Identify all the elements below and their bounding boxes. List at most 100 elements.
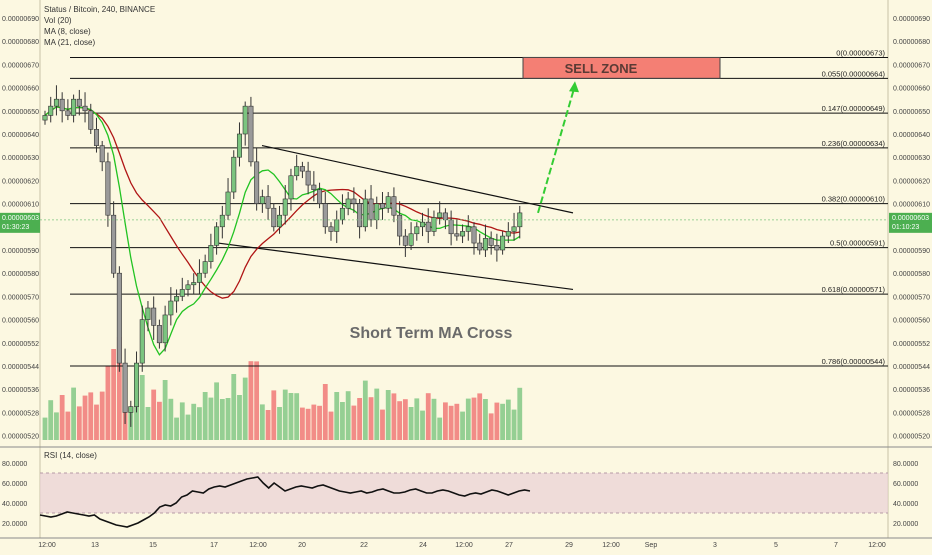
candle-body (105, 161, 111, 216)
volume-bar (391, 393, 397, 440)
candle-body (299, 166, 305, 172)
volume-bar (88, 392, 94, 440)
volume-bar (191, 403, 197, 440)
volume-bar (402, 399, 408, 440)
volume-bar (374, 388, 380, 440)
candle-body (82, 105, 88, 112)
rsi-tick-right: 40.0000 (893, 501, 918, 508)
candle-body (71, 98, 77, 116)
rsi-tick-left: 20.0000 (2, 521, 27, 528)
volume-bar (414, 398, 420, 440)
volume-bar (225, 398, 231, 440)
volume-bar (42, 417, 48, 440)
sell-zone-box (522, 56, 721, 79)
candle-body (288, 175, 294, 200)
candle-body (196, 272, 202, 283)
rsi-tick-right: 20.0000 (893, 521, 918, 528)
price-tick-right: 0.00000528 (893, 410, 930, 417)
volume-bar (116, 337, 122, 440)
candle-body (242, 105, 248, 135)
candle-body (151, 307, 157, 326)
volume-bar (425, 393, 431, 440)
candle-body (317, 189, 323, 204)
volume-bar (179, 402, 185, 440)
candle-body (437, 212, 443, 218)
price-tick-right: 0.00000544 (893, 364, 930, 371)
candle-body (351, 198, 357, 204)
target-arrow-head (569, 81, 579, 93)
price-tick-left: 0.00000660 (2, 86, 39, 93)
candle-body (425, 221, 431, 232)
candle-body (374, 203, 380, 221)
candle-body (471, 226, 477, 244)
rsi-tick-left: 80.0000 (2, 461, 27, 468)
volume-bar (59, 395, 65, 440)
candle-body (162, 314, 168, 344)
symbol-line: Status / Bitcoin, 240, BINANCE (44, 5, 156, 14)
price-tick-left: 0.00000690 (2, 16, 39, 23)
volume-bar (357, 398, 362, 440)
indicator-ma-fast: MA (8, close) (44, 27, 91, 36)
time-tick: 29 (565, 542, 573, 549)
candle-body (179, 289, 185, 297)
candle-body (59, 98, 65, 112)
time-tick: Sep (645, 542, 658, 549)
time-tick: 12:00 (602, 542, 620, 549)
candle-body (414, 226, 420, 235)
volume-bar (454, 403, 460, 440)
volume-bar (237, 395, 242, 440)
candle-body (465, 226, 471, 232)
volume-bar (139, 375, 145, 440)
time-tick: 20 (298, 542, 306, 549)
candle-body (174, 296, 180, 302)
candle-body (505, 231, 511, 237)
candle-body (379, 203, 385, 209)
candle-body (362, 198, 368, 228)
candle-body (214, 226, 220, 246)
chart-legend: Status / Bitcoin, 240, BINANCE Vol (20) … (44, 4, 155, 48)
rsi-tick-left: 60.0000 (2, 481, 27, 488)
price-tick-right: 0.00000590 (893, 248, 930, 255)
rsi-line (39, 476, 531, 528)
price-tick-left: 0.00000650 (2, 109, 39, 116)
volume-bar (54, 412, 59, 440)
price-tick-right: 0.00000552 (893, 341, 930, 348)
volume-bar (185, 414, 191, 440)
rsi-band (40, 473, 888, 513)
time-tick: 12:00 (38, 542, 56, 549)
ma-slow-line (44, 106, 520, 299)
candle-body (482, 238, 488, 251)
time-tick: 15 (149, 542, 157, 549)
volume-bar (105, 366, 111, 440)
volume-bar (71, 387, 76, 440)
price-tick-right: 0.00000620 (893, 178, 930, 185)
candle-body (111, 214, 117, 274)
candle-body (259, 196, 265, 204)
candle-body (271, 207, 277, 228)
price-tick-left: 0.00000536 (2, 387, 39, 394)
price-tick-right: 0.00000680 (893, 39, 930, 46)
volume-bar (162, 380, 168, 440)
price-tick-right: 0.00000520 (893, 434, 930, 441)
time-tick: 12:00 (455, 542, 473, 549)
candle-body (460, 231, 466, 237)
volume-bar (380, 409, 385, 440)
candle-body (122, 362, 128, 413)
time-tick: 5 (774, 542, 778, 549)
volume-bar (277, 407, 282, 440)
price-tick-left: 0.00000580 (2, 271, 39, 278)
indicator-ma-slow: MA (21, close) (44, 38, 96, 47)
volume-bar (505, 399, 511, 440)
candle-body (494, 245, 500, 251)
price-tick-left: 0.00000520 (2, 434, 39, 441)
volume-bar (282, 389, 288, 440)
price-tick-right: 0.00000580 (893, 271, 930, 278)
wedge-lower-line (217, 242, 574, 291)
price-tick-left: 0.00000590 (2, 248, 39, 255)
price-tick-right: 0.00000536 (893, 387, 930, 394)
candle-body (254, 161, 260, 204)
rsi-tick-left: 40.0000 (2, 501, 27, 508)
candle-body (265, 196, 271, 209)
time-tick: 22 (360, 542, 368, 549)
